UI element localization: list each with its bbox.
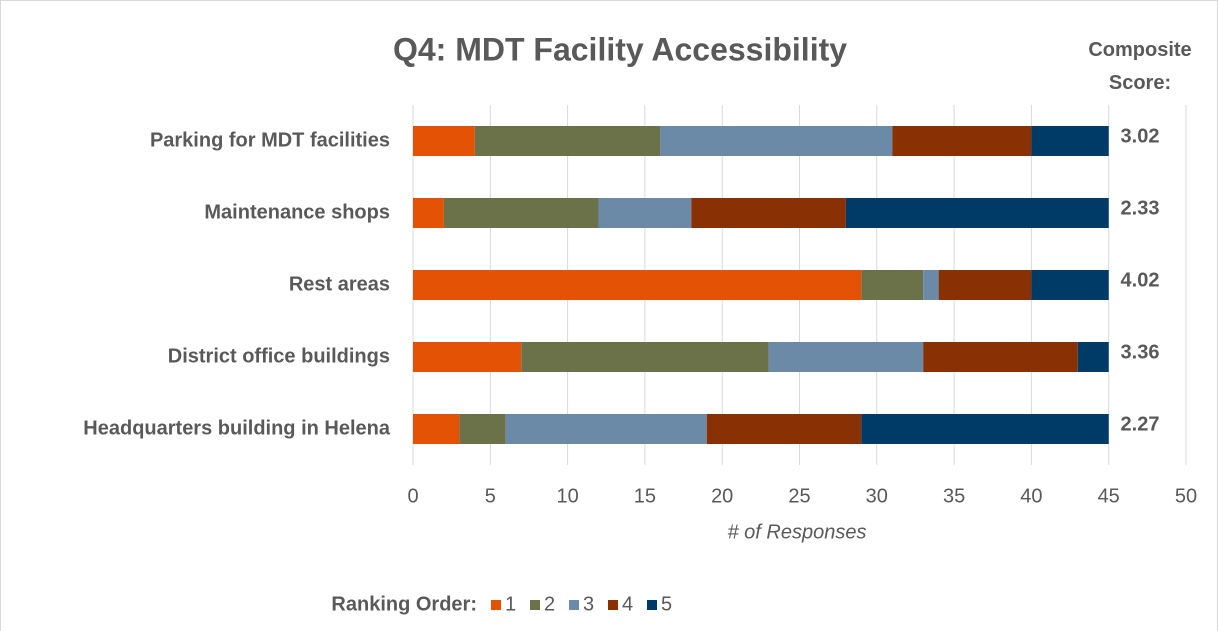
chart-title: Q4: MDT Facility Accessibility <box>393 31 847 67</box>
composite-score: 4.02 <box>1121 269 1160 291</box>
composite-score: 3.02 <box>1121 125 1160 147</box>
bar-segment <box>923 270 939 300</box>
x-tick-label: 35 <box>943 485 965 507</box>
bar-segment <box>521 342 769 372</box>
x-tick-label: 20 <box>711 485 733 507</box>
x-tick-label: 50 <box>1175 485 1197 507</box>
bar-segment <box>459 414 506 444</box>
bar-segment <box>443 198 599 228</box>
bar-segment <box>505 414 707 444</box>
legend-title: Ranking Order: <box>331 593 477 615</box>
legend-label: 3 <box>583 593 594 615</box>
y-tick-label: Rest areas <box>289 273 390 295</box>
legend-swatch <box>569 600 579 610</box>
composite-label: Composite Score: <box>1088 39 1192 94</box>
y-tick-label: Maintenance shops <box>204 201 390 223</box>
bar-segment <box>413 270 862 300</box>
bar-segment <box>691 198 846 228</box>
y-tick-label: Headquarters building in Helena <box>83 417 391 439</box>
legend-swatch <box>647 600 657 610</box>
bar-segment <box>598 198 692 228</box>
bar-segment <box>413 198 444 228</box>
legend-label: 2 <box>544 593 555 615</box>
bar-segment <box>413 126 475 156</box>
bar-segment <box>1031 126 1109 156</box>
composite-score: 2.27 <box>1121 413 1160 435</box>
composite-score: 3.36 <box>1121 341 1160 363</box>
legend-swatch <box>530 600 540 610</box>
bar-segment <box>861 270 924 300</box>
legend-label: 5 <box>661 593 672 615</box>
bar-segment <box>845 198 1109 228</box>
bar-segment <box>923 342 1078 372</box>
legend-label: 4 <box>622 593 633 615</box>
x-tick-label: 15 <box>634 485 656 507</box>
x-tick-label: 0 <box>407 485 418 507</box>
bar-segment <box>660 126 893 156</box>
bar-segment <box>413 342 522 372</box>
bar-segment <box>706 414 862 444</box>
x-tick-label: 30 <box>866 485 888 507</box>
bar-segment <box>768 342 924 372</box>
composite-score: 2.33 <box>1121 197 1160 219</box>
x-tick-label: 40 <box>1020 485 1042 507</box>
bar-segment <box>413 414 460 444</box>
bar-segment <box>1077 342 1109 372</box>
legend-label: 1 <box>505 593 516 615</box>
bar-segment <box>474 126 661 156</box>
x-tick-label: 5 <box>485 485 496 507</box>
x-tick-label: 25 <box>788 485 810 507</box>
y-tick-label: Parking for MDT facilities <box>150 129 390 151</box>
bar-segment <box>861 414 1109 444</box>
x-tick-label: 45 <box>1098 485 1120 507</box>
legend-swatch <box>491 600 501 610</box>
legend-swatch <box>608 600 618 610</box>
x-axis-label: # of Responses <box>728 521 867 543</box>
bar-segment <box>938 270 1032 300</box>
bar-segment <box>1031 270 1109 300</box>
bar-segment <box>892 126 1032 156</box>
x-tick-label: 10 <box>556 485 578 507</box>
y-tick-label: District office buildings <box>168 345 390 367</box>
